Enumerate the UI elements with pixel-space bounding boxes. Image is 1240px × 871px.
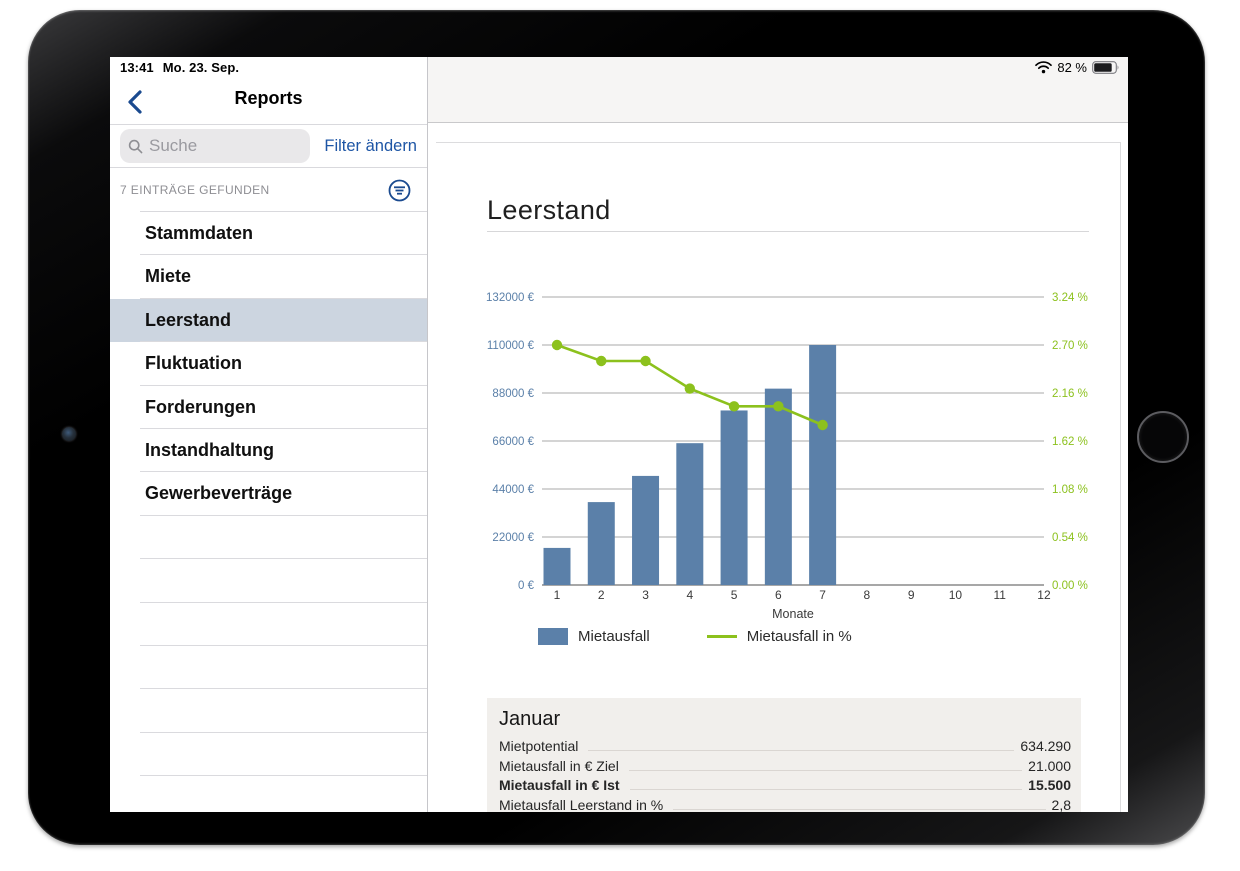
search-icon [128, 139, 143, 153]
svg-text:5: 5 [731, 588, 738, 602]
sidebar-empty-row [110, 559, 427, 603]
sidebar: 13:41 Mo. 23. Sep. Reports Suche Filter ä… [110, 57, 428, 812]
sidebar-item-instandhaltung[interactable]: Instandhaltung [110, 429, 427, 473]
results-count-row: 7 EINTRÄGE GEFUNDEN [110, 168, 427, 212]
svg-text:9: 9 [908, 588, 915, 602]
report-list: Stammdaten Miete Leerstand Fluktuation Forde… [110, 212, 427, 777]
content-divider-right [1120, 142, 1121, 812]
leerstand-chart: 0 € 0.00 % 22000 € 0.54 % 44000 € 1.08 % 66000… [486, 292, 1088, 621]
screen: 13:41 Mo. 23. Sep. Reports Suche Filter ä… [110, 57, 1128, 812]
sidebar-empty-row [110, 689, 427, 734]
sidebar-item-miete[interactable]: Miete [110, 255, 427, 300]
page-title: Reports [234, 88, 303, 108]
sidebar-item-fluktuation[interactable]: Fluktuation [110, 342, 427, 386]
date: Mo. 23. Sep. [162, 60, 240, 75]
sidebar-empty-row [110, 603, 427, 647]
title-underline [487, 231, 1089, 232]
sidebar-item-gewerbeverträge[interactable]: Gewerbeverträge [110, 472, 427, 517]
wifi-icon [1035, 61, 1053, 74]
svg-text:132000 €: 132000 € [486, 292, 535, 304]
results-count: 7 EINTRÄGE GEFUNDEN [120, 183, 270, 197]
home-button[interactable] [1137, 411, 1189, 463]
sidebar-empty-row [110, 516, 427, 560]
battery-icon [1092, 61, 1119, 74]
clock: 13:41 [120, 60, 154, 75]
front-camera-icon [62, 427, 76, 441]
svg-text:8: 8 [864, 588, 871, 602]
svg-text:1.08 %: 1.08 % [1052, 484, 1088, 496]
summary-row: Mietausfall Leerstand in % 2,8 [499, 796, 1071, 812]
search-placeholder: Suche [149, 136, 198, 155]
bar-swatch-icon [538, 628, 568, 645]
sidebar-empty-row [110, 733, 427, 777]
filter-link[interactable]: Filter ändern [324, 136, 417, 155]
svg-text:44000 €: 44000 € [492, 484, 534, 496]
battery-percent: 82 % [1057, 60, 1087, 75]
summary-row: Mietausfall in € Ziel 21.000 [499, 757, 1071, 774]
svg-text:12: 12 [1037, 588, 1051, 602]
search-row: Suche Filter ändern [110, 125, 427, 168]
legend-label: Mietausfall [578, 628, 650, 645]
svg-text:0.00 %: 0.00 % [1052, 580, 1088, 592]
legend-item: Mietausfall in % [706, 628, 852, 645]
search-input[interactable]: Suche [120, 129, 310, 163]
svg-text:Monate: Monate [772, 607, 814, 621]
summary-row: Mietausfall in € Ist 15.500 [499, 777, 1071, 794]
svg-text:11: 11 [993, 588, 1006, 602]
back-button[interactable] [126, 89, 144, 115]
report-title: Leerstand [487, 195, 611, 225]
svg-text:2: 2 [598, 588, 605, 602]
status-bar-right: 82 % [1035, 60, 1120, 75]
svg-text:1: 1 [554, 588, 561, 602]
svg-text:22000 €: 22000 € [492, 532, 534, 544]
svg-text:3.24 %: 3.24 % [1052, 292, 1088, 304]
month-summary-card: Januar Mietpotential 634.290 Mietausfall i… [487, 698, 1081, 812]
svg-text:10: 10 [949, 588, 963, 602]
line-swatch-icon [706, 635, 737, 638]
svg-text:7: 7 [819, 588, 826, 602]
svg-text:110000 €: 110000 € [487, 340, 535, 352]
svg-text:2.70 %: 2.70 % [1052, 340, 1088, 352]
svg-text:1.62 %: 1.62 % [1052, 436, 1088, 448]
svg-text:6: 6 [775, 588, 782, 602]
legend-item: Mietausfall [538, 628, 650, 645]
svg-text:0 €: 0 € [518, 580, 535, 592]
svg-text:0.54 %: 0.54 % [1052, 532, 1088, 544]
nav-band [428, 57, 1128, 123]
summary-row: Mietpotential 634.290 [499, 738, 1071, 754]
svg-text:3: 3 [642, 588, 649, 602]
sidebar-item-stammdaten[interactable]: Stammdaten [110, 212, 427, 256]
chart-legend: Mietausfall Mietausfall in % [538, 628, 852, 645]
sidebar-empty-row [110, 646, 427, 690]
sidebar-item-forderungen[interactable]: Forderungen [110, 386, 427, 430]
svg-text:2.16 %: 2.16 % [1052, 388, 1088, 400]
sidebar-item-leerstand[interactable]: Leerstand [110, 298, 427, 343]
sort-filter-icon[interactable] [388, 179, 411, 202]
main-panel: 82 % Leerstand 0 € 0.00 % 22000 € 0.54 % 440… [428, 57, 1128, 812]
sidebar-header: Reports [110, 79, 427, 125]
summary-rows: Mietpotential 634.290 Mietausfall in € Zie… [499, 738, 1071, 812]
content-divider-top [436, 142, 1120, 143]
svg-text:4: 4 [686, 588, 693, 602]
status-bar-left: 13:41 Mo. 23. Sep. [120, 60, 239, 75]
svg-text:88000 €: 88000 € [492, 388, 534, 400]
summary-month-title: Januar [499, 708, 561, 730]
svg-text:66000 €: 66000 € [492, 436, 534, 448]
legend-label: Mietausfall in % [746, 628, 852, 645]
